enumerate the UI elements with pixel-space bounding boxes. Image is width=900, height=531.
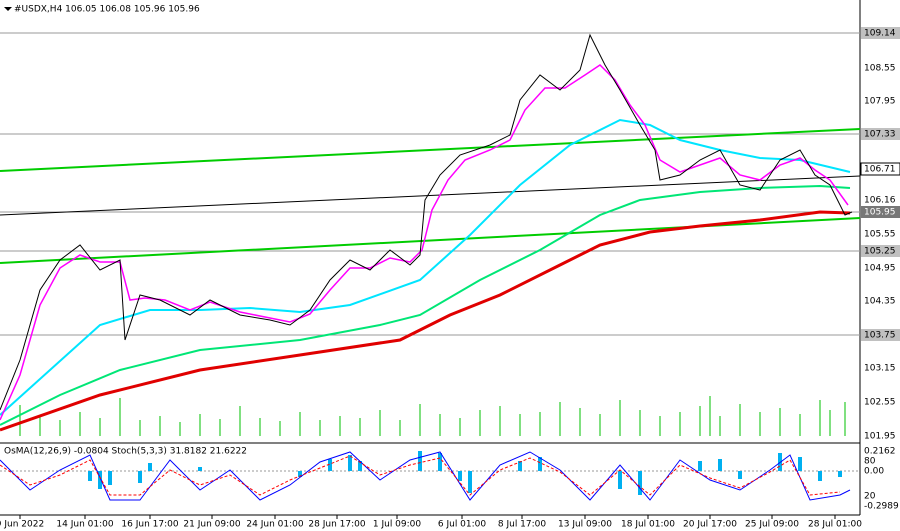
price-label: 107.95 bbox=[864, 97, 896, 107]
price-label: 108.55 bbox=[864, 64, 896, 74]
price-label: 106.71 bbox=[864, 165, 896, 175]
price-highlight bbox=[861, 245, 900, 257]
time-label: 20 Jul 17:00 bbox=[683, 520, 737, 530]
header-icon bbox=[4, 7, 12, 11]
indicator-label: -0.2989 bbox=[864, 502, 899, 512]
price-label: 105.25 bbox=[864, 247, 896, 257]
volume-bars bbox=[19, 396, 846, 436]
price-label: 103.75 bbox=[864, 331, 896, 341]
price-highlight bbox=[861, 329, 900, 341]
time-label: 1 Jul 09:00 bbox=[373, 520, 422, 530]
levels bbox=[0, 32, 860, 336]
price-label: 104.95 bbox=[864, 264, 896, 274]
channel-top bbox=[0, 128, 861, 172]
time-label: 24 Jun 01:00 bbox=[246, 520, 303, 530]
price-label: 103.15 bbox=[864, 364, 896, 374]
price-label: 102.55 bbox=[864, 398, 896, 408]
time-label: 13 Jul 09:00 bbox=[558, 520, 612, 530]
price-label: 105.55 bbox=[864, 230, 896, 240]
indicator-label: 20 bbox=[864, 492, 876, 502]
indicator-axis: 0.2162 80 0.00 20 -0.2989 bbox=[864, 447, 899, 512]
ma-green bbox=[0, 184, 851, 426]
ma-red bbox=[0, 210, 851, 432]
price-label: 109.14 bbox=[864, 29, 896, 39]
price-highlight bbox=[861, 27, 900, 39]
indicator-title: OsMA(12,26,9) -0.0804 Stoch(5,3,3) 31.81… bbox=[4, 447, 247, 457]
time-label: 28 Jun 17:00 bbox=[308, 520, 365, 530]
stoch-signal bbox=[0, 455, 841, 496]
chart-header: #USDX,H4 106.05 106.08 105.96 105.96 bbox=[14, 5, 200, 15]
stoch-main bbox=[0, 451, 851, 501]
time-label: 28 Jul 01:00 bbox=[808, 520, 862, 530]
time-label: 16 Jun 17:00 bbox=[121, 520, 178, 530]
ma-magenta bbox=[0, 64, 849, 421]
price-highlight bbox=[860, 162, 900, 176]
time-label: 25 Jul 09:00 bbox=[745, 520, 799, 530]
price-label: 106.16 bbox=[864, 196, 896, 206]
price-label: 107.33 bbox=[864, 130, 896, 140]
time-label: 21 Jun 09:00 bbox=[183, 520, 240, 530]
indicator-label: 0.00 bbox=[864, 467, 884, 477]
price-label: 104.35 bbox=[864, 297, 896, 307]
price-highlight bbox=[861, 206, 900, 218]
time-label: 8 Jul 17:00 bbox=[498, 520, 547, 530]
indicator-label: 80 bbox=[864, 457, 876, 467]
osma-histogram bbox=[88, 451, 842, 495]
time-label: 6 Jul 01:00 bbox=[438, 520, 487, 530]
trend-line bbox=[0, 175, 861, 216]
price-label: 105.95 bbox=[864, 208, 896, 218]
price-highlight bbox=[861, 128, 900, 140]
price-label: 101.95 bbox=[864, 432, 896, 442]
time-label: 14 Jun 01:00 bbox=[56, 520, 113, 530]
time-label: 18 Jul 01:00 bbox=[621, 520, 675, 530]
price-line bbox=[0, 33, 853, 411]
volumes bbox=[19, 396, 846, 436]
price-axis: 109.14 108.55 107.95 107.33 106.71 106.1… bbox=[860, 27, 900, 442]
indicator-label: 0.2162 bbox=[864, 447, 896, 457]
time-axis: 9 Jun 2022 14 Jun 01:00 16 Jun 17:00 21 Jun… bbox=[0, 515, 862, 530]
time-label: 9 Jun 2022 bbox=[0, 520, 44, 530]
